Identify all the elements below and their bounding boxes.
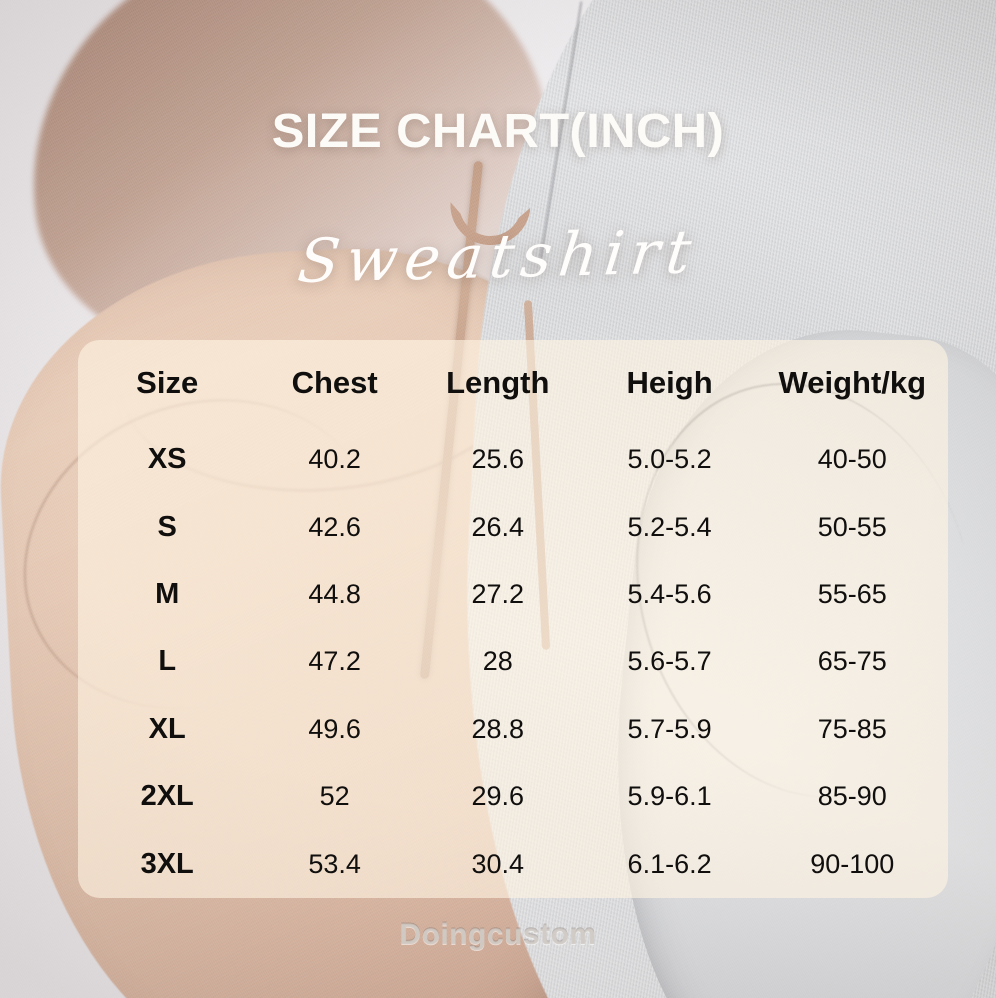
cell-size: XL: [148, 712, 186, 745]
cell-chest: 52: [319, 781, 350, 812]
cell-length: 25.6: [471, 444, 525, 475]
cell-size: 2XL: [140, 780, 194, 813]
cell-weight: 50-55: [817, 511, 887, 542]
cell-heigh: 5.2-5.4: [627, 511, 712, 542]
table-head: Size Chest Length Heigh Weight/kg: [78, 340, 948, 426]
cell-weight: 65-75: [817, 646, 887, 677]
cell-chest: 53.4: [308, 848, 361, 879]
cell-heigh: 5.7-5.9: [627, 713, 712, 744]
cell-heigh: 5.0-5.2: [627, 444, 712, 475]
table-row: M 44.8 27.2 5.4-5.6 55-65: [78, 561, 948, 628]
table-row: S 42.6 26.4 5.2-5.4 50-55: [78, 493, 948, 560]
cell-chest: 47.2: [308, 646, 361, 677]
cell-chest: 42.6: [308, 511, 361, 542]
cell-heigh: 5.4-5.6: [627, 579, 712, 610]
cell-length: 26.4: [471, 511, 525, 542]
cell-size: 3XL: [140, 847, 194, 880]
table-row: 2XL 52 29.6 5.9-6.1 85-90: [78, 763, 948, 830]
cell-heigh: 5.9-6.1: [627, 781, 712, 812]
table-body: XS 40.2 25.6 5.0-5.2 40-50 S 42.6 26.4 5…: [78, 426, 948, 898]
table-row: XL 49.6 28.8 5.7-5.9 75-85: [78, 696, 948, 763]
cell-heigh: 5.6-5.7: [627, 646, 712, 677]
size-chart-table: Size Chest Length Heigh Weight/kg XS 40.…: [78, 340, 948, 898]
cell-length: 27.2: [471, 579, 525, 610]
column-header-size: Size: [136, 365, 199, 400]
cell-size: M: [155, 578, 180, 611]
cell-weight: 85-90: [817, 781, 887, 812]
table-row: L 47.2 28 5.6-5.7 65-75: [78, 628, 948, 695]
table-row: 3XL 53.4 30.4 6.1-6.2 90-100: [78, 831, 948, 898]
size-table-container: Size Chest Length Heigh Weight/kg XS 40.…: [78, 340, 948, 898]
cell-weight: 90-100: [810, 848, 895, 879]
cell-length: 30.4: [471, 848, 525, 879]
cell-chest: 44.8: [308, 579, 361, 610]
cell-length: 28: [482, 646, 513, 677]
cell-size: L: [158, 645, 177, 678]
table-panel-overlay: [78, 340, 948, 898]
column-header-heigh: Heigh: [626, 365, 713, 400]
cell-length: 28.8: [471, 713, 525, 744]
page-title: SIZE CHART(INCH): [271, 105, 725, 158]
table-header-row: Size Chest Length Heigh Weight/kg: [78, 340, 948, 426]
column-header-weight: Weight/kg: [778, 365, 927, 400]
cell-weight: 55-65: [817, 579, 887, 610]
cell-chest: 40.2: [308, 444, 361, 475]
cell-chest: 49.6: [308, 713, 361, 744]
cell-size: XS: [147, 443, 187, 476]
cell-weight: 75-85: [817, 713, 887, 744]
cell-weight: 40-50: [817, 444, 887, 475]
table-row: XS 40.2 25.6 5.0-5.2 40-50: [78, 426, 948, 493]
brand-watermark: Doingcustom: [399, 918, 597, 951]
cell-size: S: [157, 510, 177, 543]
cell-heigh: 6.1-6.2: [627, 848, 712, 879]
column-header-chest: Chest: [291, 365, 378, 400]
cell-length: 29.6: [471, 781, 525, 812]
column-header-length: Length: [446, 365, 550, 400]
